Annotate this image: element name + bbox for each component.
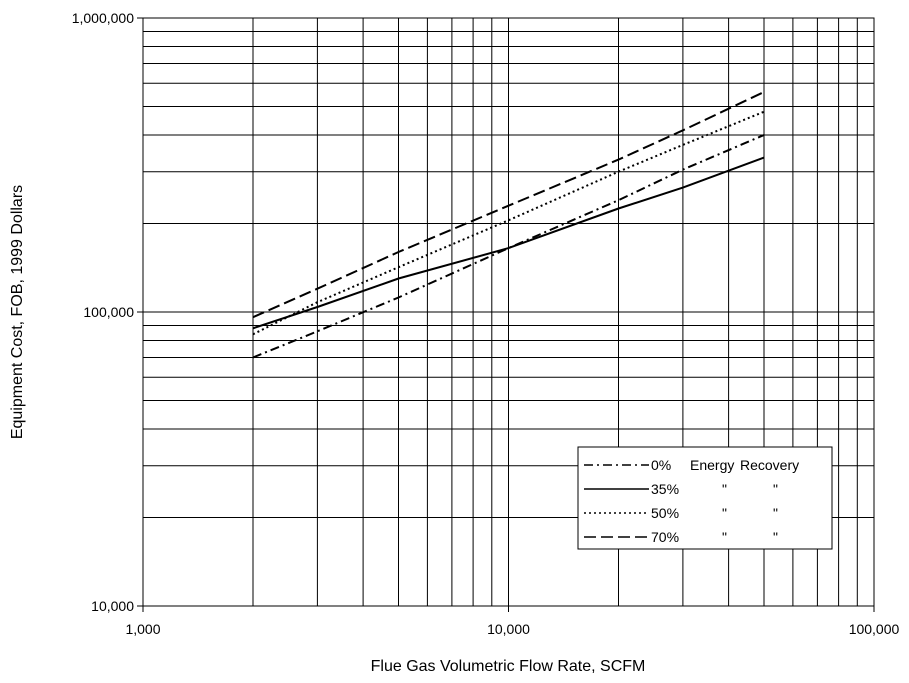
series-line-3 bbox=[252, 91, 765, 319]
legend-col2-2: " bbox=[773, 505, 778, 521]
legend-col2-0: Recovery bbox=[740, 457, 799, 473]
series-line-0 bbox=[252, 134, 765, 359]
x-tick-label: 1,000 bbox=[125, 621, 160, 637]
legend-box bbox=[577, 446, 833, 550]
y-tick-label: 100,000 bbox=[83, 304, 134, 320]
legend-col1-0: Energy bbox=[690, 457, 734, 473]
legend: 0% Energy Recovery 35% " " 50% " " 70% " " bbox=[577, 446, 833, 550]
y-tick-label: 1,000,000 bbox=[72, 10, 134, 26]
legend-col1-3: " bbox=[722, 529, 727, 545]
legend-col1-1: " bbox=[722, 481, 727, 497]
legend-label-1: 35% bbox=[651, 481, 679, 497]
legend-label-3: 70% bbox=[651, 529, 679, 545]
legend-col2-1: " bbox=[773, 481, 778, 497]
series-line-1 bbox=[252, 156, 765, 330]
legend-col2-3: " bbox=[773, 529, 778, 545]
legend-label-0: 0% bbox=[651, 457, 671, 473]
x-tick-label: 10,000 bbox=[487, 621, 530, 637]
series-group bbox=[252, 91, 765, 359]
y-axis-label: Equipment Cost, FOB, 1999 Dollars bbox=[9, 185, 26, 439]
x-axis-label: Flue Gas Volumetric Flow Rate, SCFM bbox=[371, 658, 646, 675]
legend-col1-2: " bbox=[722, 505, 727, 521]
series-line-2 bbox=[252, 110, 765, 336]
legend-label-2: 50% bbox=[651, 505, 679, 521]
axis-ticks: 1,000 10,000 100,000 1,000,000 100,000 10,000 bbox=[72, 10, 900, 637]
x-tick-label: 100,000 bbox=[849, 621, 900, 637]
y-tick-label: 10,000 bbox=[91, 598, 134, 614]
